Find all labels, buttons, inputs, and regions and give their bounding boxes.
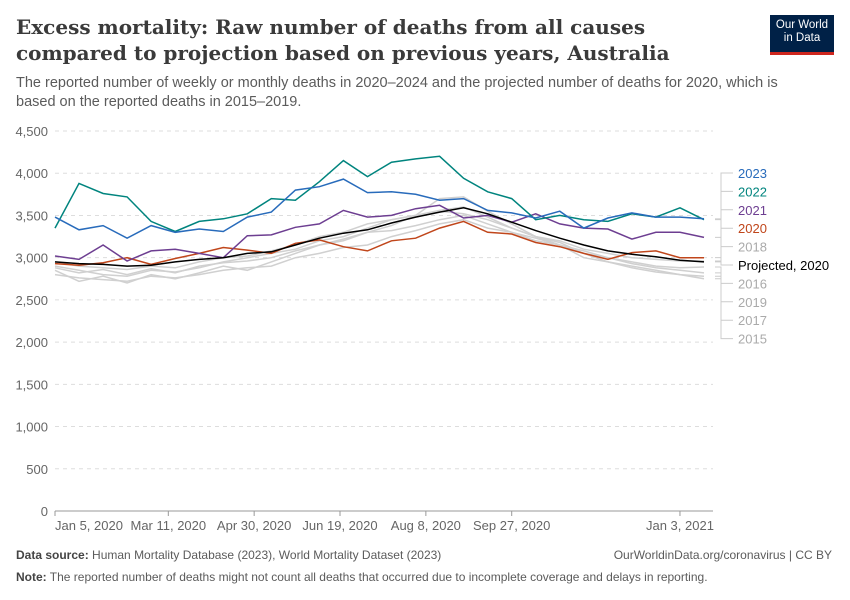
y-tick-label: 500: [26, 462, 48, 477]
series-line-2017: [54, 196, 705, 284]
series-line-projected-2020: [54, 207, 705, 267]
legend-label-2022: 2022: [738, 184, 767, 199]
legend-label-2021: 2021: [738, 203, 767, 218]
legend-connector: [715, 246, 733, 262]
x-tick-label: Jun 19, 2020: [302, 518, 377, 533]
y-tick-label: 1,000: [15, 420, 48, 435]
legend-connector: [715, 278, 733, 340]
y-tick-label: 4,000: [15, 166, 48, 181]
x-tick-label: Mar 11, 2020: [130, 518, 206, 533]
y-tick-label: 0: [41, 504, 48, 519]
legend-connector: [715, 272, 733, 303]
x-tick-label: Aug 8, 2020: [391, 518, 461, 533]
legend-label-2017: 2017: [738, 313, 767, 328]
data-source: Data source: Human Mortality Database (2…: [16, 548, 441, 562]
series-line-2021: [54, 204, 705, 262]
legend-label-2023: 2023: [738, 166, 767, 181]
series-line-2022: [54, 155, 705, 233]
y-tick-label: 1,500: [15, 377, 48, 392]
chart-subtitle: The reported number of weekly or monthly…: [16, 75, 778, 110]
legend-connector: [715, 266, 733, 284]
x-tick-label: Jan 3, 2021: [646, 518, 714, 533]
legend-connector: [715, 261, 733, 266]
source-label: Data source:: [16, 548, 89, 562]
y-tick-label: 2,000: [15, 335, 48, 350]
legend-connector: [715, 172, 733, 220]
series-line-2023: [54, 178, 705, 240]
y-tick-label: 2,500: [15, 293, 48, 308]
series-line-2018: [54, 210, 704, 271]
line-chart: 0 500 1,000 1,500 2,000 2,500 3,000 3,500 4,000 4…: [15, 124, 829, 533]
note-label: Note:: [16, 570, 47, 584]
legend-connector: [715, 209, 733, 238]
note-text: The reported number of deaths might not …: [49, 570, 708, 584]
legend-connector: [715, 227, 733, 259]
note: Note: The reported number of deaths migh…: [16, 570, 708, 584]
x-tick-label: Apr 30, 2020: [217, 518, 291, 533]
license-link[interactable]: OurWorldinData.org/coronavirus | CC BY: [613, 548, 832, 562]
legend-label-2020: 2020: [738, 221, 767, 236]
owid-logo[interactable]: Our World in Data: [770, 15, 834, 55]
x-tick-label: Sep 27, 2020: [473, 518, 550, 533]
y-tick-label: 3,000: [15, 251, 48, 266]
legend-connector: [715, 275, 733, 321]
series-line-2016: [54, 214, 705, 276]
legend-label-projected-2020: Projected, 2020: [738, 258, 829, 273]
series-line-2020: [54, 220, 704, 267]
legend-label-2019: 2019: [738, 295, 767, 310]
chart-title: Excess mortality: Raw number of deaths f…: [16, 15, 670, 65]
legend-label-2018: 2018: [738, 240, 767, 255]
source-text: Human Mortality Database (2023), World M…: [92, 548, 442, 562]
legend-connector: [715, 190, 733, 221]
y-tick-label: 3,500: [15, 208, 48, 223]
legend-label-2015: 2015: [738, 332, 767, 347]
legend-label-2016: 2016: [738, 276, 767, 291]
x-tick-label: Jan 5, 2020: [55, 518, 123, 533]
y-tick-label: 4,500: [15, 124, 48, 139]
